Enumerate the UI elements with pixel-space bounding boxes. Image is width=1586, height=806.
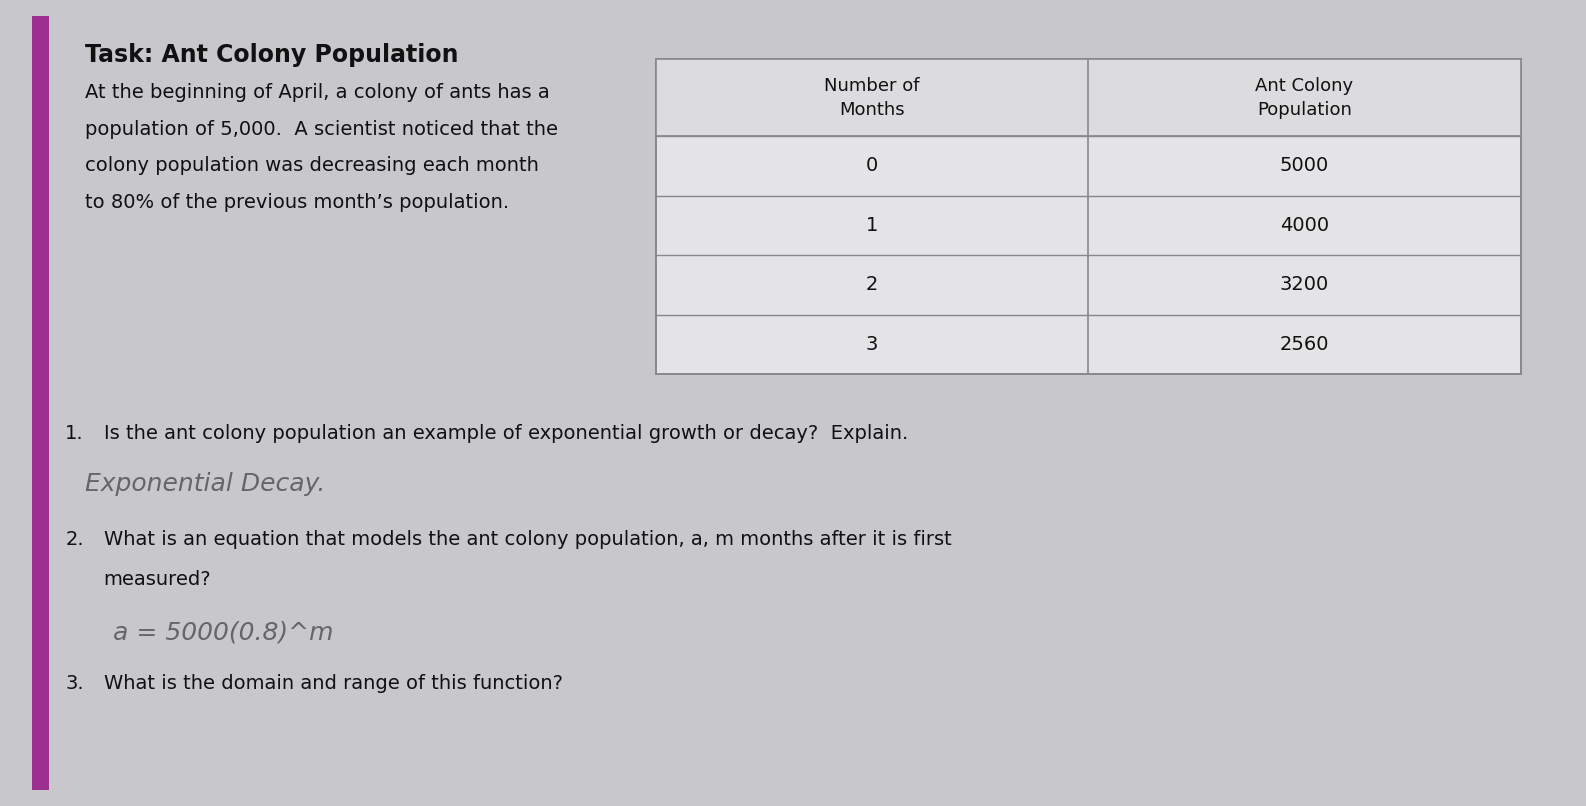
- Text: Number of
Months: Number of Months: [825, 77, 920, 118]
- Text: Exponential Decay.: Exponential Decay.: [84, 472, 325, 496]
- Text: 2560: 2560: [1280, 335, 1329, 354]
- Text: colony population was decreasing each month: colony population was decreasing each mo…: [84, 156, 538, 175]
- Bar: [32, 16, 49, 790]
- Text: 2: 2: [866, 276, 879, 294]
- Text: Is the ant colony population an example of exponential growth or decay?  Explain: Is the ant colony population an example …: [103, 424, 907, 443]
- Text: 0: 0: [866, 156, 879, 176]
- Text: 3200: 3200: [1280, 276, 1329, 294]
- Bar: [655, 60, 1521, 374]
- Text: 3.: 3.: [65, 674, 84, 692]
- Text: population of 5,000.  A scientist noticed that the: population of 5,000. A scientist noticed…: [84, 120, 558, 139]
- Text: What is an equation that models the ant colony population, a, m months after it : What is an equation that models the ant …: [103, 530, 952, 549]
- Text: At the beginning of April, a colony of ants has a: At the beginning of April, a colony of a…: [84, 83, 549, 102]
- Text: Task: Ant Colony Population: Task: Ant Colony Population: [84, 43, 458, 67]
- Text: a = 5000(0.8)^m: a = 5000(0.8)^m: [113, 621, 333, 645]
- Text: Ant Colony
Population: Ant Colony Population: [1256, 77, 1353, 118]
- Text: 3: 3: [866, 335, 879, 354]
- Text: 5000: 5000: [1280, 156, 1329, 176]
- Text: What is the domain and range of this function?: What is the domain and range of this fun…: [103, 674, 563, 692]
- Text: 4000: 4000: [1280, 216, 1329, 235]
- Text: to 80% of the previous month’s population.: to 80% of the previous month’s populatio…: [84, 193, 509, 212]
- Text: measured?: measured?: [103, 570, 211, 589]
- Bar: [655, 60, 1521, 136]
- Text: 1.: 1.: [65, 424, 84, 443]
- Text: 1: 1: [866, 216, 879, 235]
- Text: 2.: 2.: [65, 530, 84, 549]
